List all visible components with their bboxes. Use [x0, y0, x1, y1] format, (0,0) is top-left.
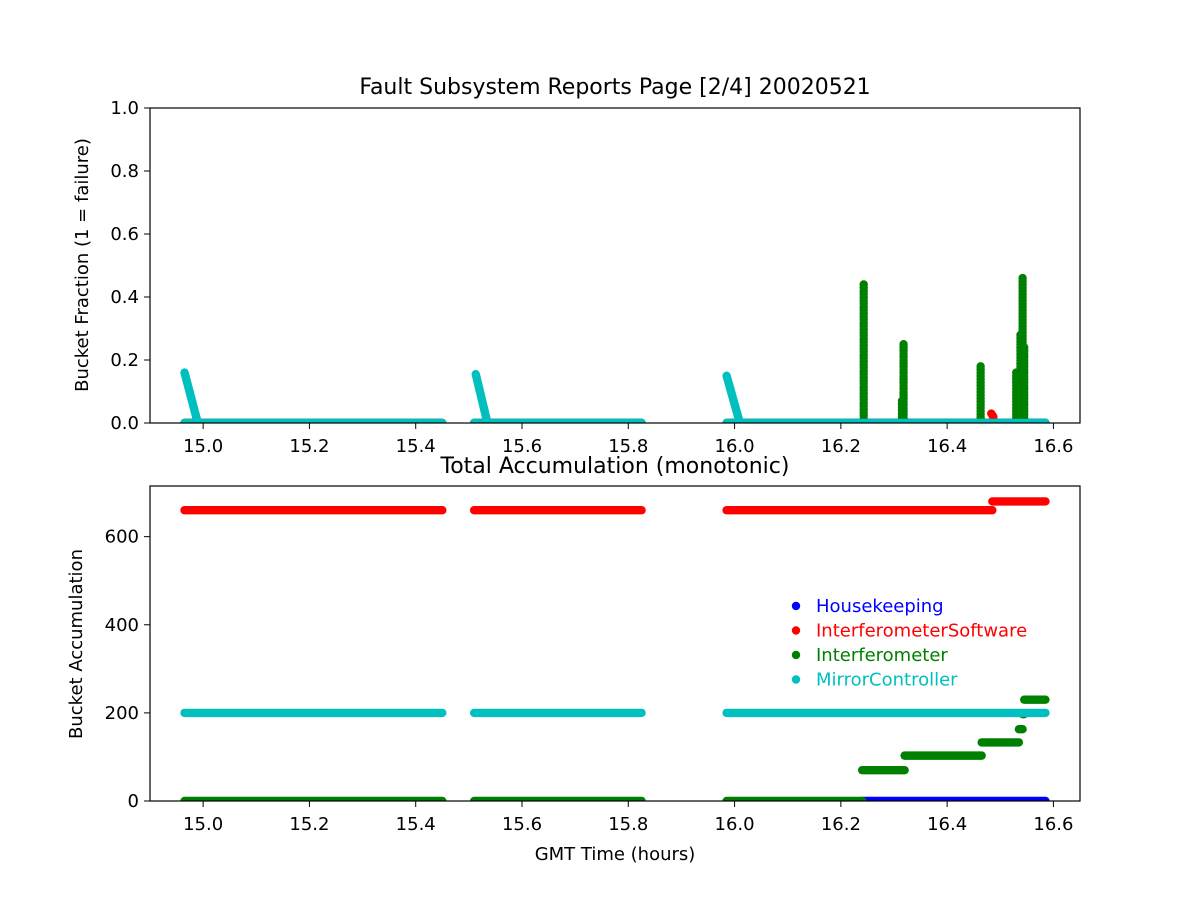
fraction-panel-title: Fault Subsystem Reports Page [2/4] 20020… [359, 75, 870, 100]
mirrorcontroller-ramp-points [722, 371, 745, 423]
x-tick-label: 15.8 [608, 814, 648, 835]
y-tick-label: 0.8 [110, 161, 139, 182]
y-tick-label: 0 [128, 791, 139, 812]
x-tick-label: 16.2 [821, 814, 861, 835]
x-tick-label: 16.4 [927, 814, 967, 835]
legend-marker [791, 675, 801, 684]
x-tick-label: 15.6 [502, 436, 542, 457]
y-tick-label: 0.0 [110, 413, 139, 434]
x-tick-label: 16.0 [715, 436, 755, 457]
y-tick-label: 400 [105, 615, 139, 636]
mirrorcontroller-ramp-points [180, 368, 203, 423]
legend-marker [791, 626, 801, 635]
fraction-panel: Fault Subsystem Reports Page [2/4] 20020… [72, 75, 1081, 457]
accumulation-x-ticks: 15.0 15.2 15.4 15.6 15.8 16.0 16.2 16.4 16.6 [183, 801, 1073, 835]
x-tick-label: 16.0 [715, 814, 755, 835]
x-tick-label: 16.6 [1033, 436, 1073, 457]
fraction-x-ticks: 15.0 15.2 15.4 15.6 15.8 16.0 16.2 16.4 16.6 [183, 423, 1073, 457]
legend-item: InterferometerSoftware [791, 621, 1027, 642]
legend-label: Housekeeping [816, 596, 944, 617]
x-tick-label: 15.4 [396, 814, 436, 835]
fraction-y-axis-label: Bucket Fraction (1 = failure) [72, 138, 93, 392]
accumulation-axes-frame [149, 485, 1081, 802]
fraction-data-marks [180, 273, 1050, 423]
x-axis-label: GMT Time (hours) [535, 844, 696, 865]
accumulation-y-ticks: 0 200 400 600 [105, 527, 150, 812]
accumulation-y-axis-label: Bucket Accumulation [66, 549, 87, 739]
interferometer-spike [859, 280, 868, 423]
x-tick-label: 15.0 [183, 436, 223, 457]
x-tick-label: 15.8 [608, 436, 648, 457]
legend-label: MirrorController [816, 670, 958, 691]
accumulation-data-marks [180, 497, 1050, 801]
y-tick-label: 0.2 [110, 350, 139, 371]
legend-marker [791, 650, 801, 660]
x-tick-label: 16.4 [927, 436, 967, 457]
accumulation-panel-title: Total Accumulation (monotonic) [440, 454, 790, 479]
fraction-y-ticks: 0.0 0.2 0.4 0.6 0.8 1.0 [110, 98, 150, 434]
interferometer-spike [976, 362, 985, 423]
legend: Housekeeping InterferometerSoftware Interf… [791, 596, 1027, 691]
legend-label: Interferometer [816, 645, 948, 666]
x-tick-label: 16.6 [1033, 814, 1073, 835]
interferometer-spike [1019, 343, 1029, 423]
legend-item: Interferometer [791, 645, 948, 666]
accumulation-panel: Total Accumulation (monotonic) 15.0 15.2 1… [66, 454, 1081, 865]
legend-item: MirrorController [791, 670, 958, 691]
y-tick-label: 0.6 [110, 224, 139, 245]
x-tick-label: 15.0 [183, 814, 223, 835]
x-tick-label: 15.6 [502, 814, 542, 835]
x-tick-label: 15.2 [289, 436, 329, 457]
x-tick-label: 15.2 [289, 814, 329, 835]
legend-marker [791, 601, 801, 611]
y-tick-label: 1.0 [110, 98, 139, 119]
y-tick-label: 0.4 [110, 287, 139, 308]
y-tick-label: 600 [105, 527, 139, 548]
fraction-axes-frame [149, 107, 1081, 424]
legend-label: InterferometerSoftware [816, 621, 1027, 642]
mirrorcontroller-ramp-points [471, 369, 492, 423]
y-tick-label: 200 [105, 703, 139, 724]
x-tick-label: 16.2 [821, 436, 861, 457]
legend-item: Housekeeping [791, 596, 944, 617]
x-tick-label: 15.4 [396, 436, 436, 457]
